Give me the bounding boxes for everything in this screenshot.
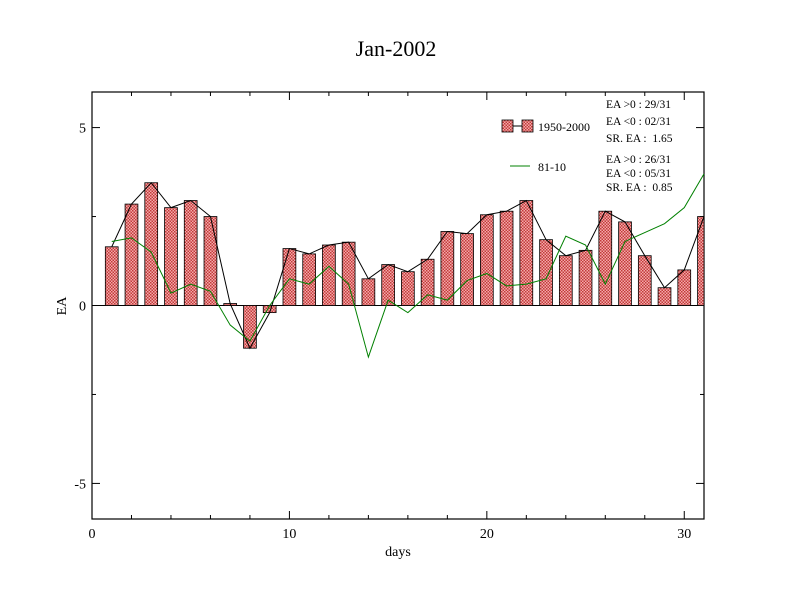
bar	[361, 278, 376, 306]
legend: 1950-2000 81-10 EA >0 : 29/31 EA <0 : 02…	[501, 99, 673, 194]
x-tick-label: 20	[480, 527, 494, 542]
bar	[282, 248, 297, 306]
bar	[381, 264, 395, 306]
x-tick-label: 30	[677, 527, 691, 542]
bar	[677, 269, 692, 306]
y-axis-label: EA	[55, 296, 70, 316]
bar	[183, 200, 198, 306]
stat-8110-sr: SR. EA : 0.85	[606, 182, 673, 194]
series-line-1950-2000	[111, 181, 705, 350]
bar	[322, 244, 336, 306]
stat-8110-neg: EA <0 : 05/31	[606, 168, 671, 180]
bar	[460, 233, 474, 306]
bar	[440, 231, 455, 306]
x-axis: 0 10 20 30	[89, 92, 691, 542]
bar	[539, 239, 553, 306]
bar	[697, 216, 705, 306]
bar	[578, 249, 593, 306]
y-tick-label: 5	[79, 122, 86, 137]
x-tick-label: 10	[282, 527, 296, 542]
y-tick-label: -5	[74, 477, 86, 492]
series-line-81-10	[111, 173, 705, 359]
bar	[401, 271, 415, 306]
bar	[480, 214, 494, 306]
stat-1950-pos: EA >0 : 29/31	[606, 99, 671, 111]
x-tick-label: 0	[89, 527, 96, 542]
stat-1950-sr: SR. EA : 1.65	[606, 133, 673, 145]
bar	[341, 241, 356, 306]
bar	[657, 287, 672, 306]
bar	[144, 182, 159, 306]
bar	[243, 305, 257, 349]
bar	[598, 210, 613, 306]
bar	[499, 210, 514, 306]
legend-swatch-right-1950-2000	[521, 119, 534, 133]
legend-label-1950-2000: 1950-2000	[538, 120, 590, 134]
bar	[519, 200, 534, 306]
x-axis-label: days	[385, 545, 411, 560]
legend-swatch-left-1950-2000	[501, 119, 514, 133]
bar	[558, 255, 573, 306]
stat-1950-neg: EA <0 : 02/31	[606, 116, 671, 128]
bar	[104, 246, 119, 306]
legend-label-81-10: 81-10	[538, 160, 566, 174]
bar	[124, 203, 139, 306]
y-tick-label: 0	[79, 300, 86, 315]
stat-8110-pos: EA >0 : 26/31	[606, 154, 671, 166]
chart-title: Jan-2002	[356, 36, 437, 61]
bar	[618, 221, 632, 306]
